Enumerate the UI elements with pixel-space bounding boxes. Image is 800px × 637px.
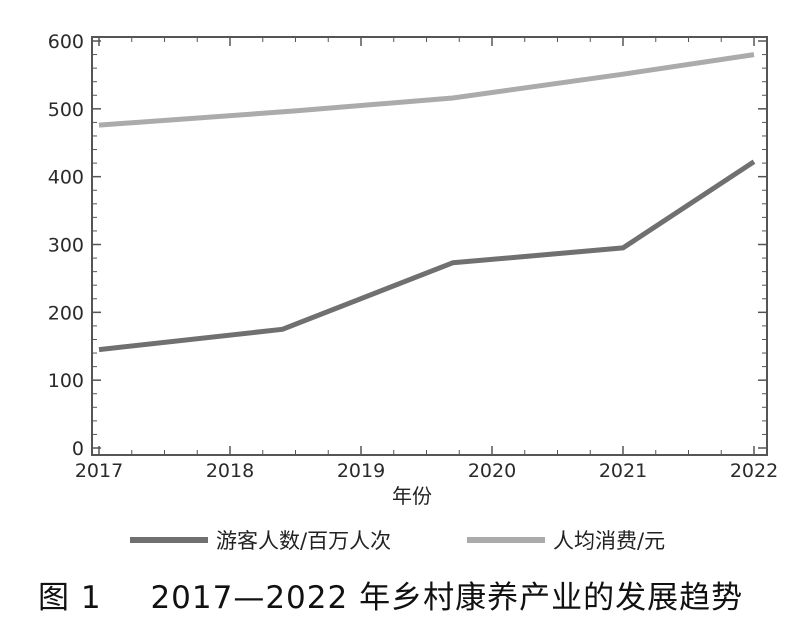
legend-label-1: 游客人数/百万人次 [216,529,391,553]
y-tick-label: 600 [48,31,84,53]
y-axis: 0 100 200 300 400 500 600 [48,31,767,460]
series-line-2 [98,52,755,128]
x-axis: 2017 2018 2019 2020 2021 2022 [75,37,778,482]
x-tick-label: 2021 [599,460,647,482]
y-tick-label: 0 [72,438,84,460]
y-tick-label: 100 [48,370,84,392]
legend: 游客人数/百万人次 人均消费/元 [130,529,665,553]
y-tick-label: 300 [48,235,84,257]
x-axis-title: 年份 [392,484,432,508]
figure-caption-text: 2017—2022 年乡村康养产业的发展趋势 [150,580,744,616]
y-tick-label: 500 [48,99,84,121]
figure-caption: 图 1 2017—2022 年乡村康养产业的发展趋势 [24,572,784,617]
x-tick-label: 2017 [75,460,123,482]
x-tick-label: 2019 [337,460,385,482]
series-layer [98,52,756,353]
legend-label-2: 人均消费/元 [553,529,665,553]
series-line-1 [98,159,756,353]
x-tick-label: 2020 [468,460,516,482]
y-tick-label: 400 [48,167,84,189]
y-tick-label: 200 [48,302,84,324]
x-tick-label: 2022 [730,460,778,482]
x-tick-label: 2018 [206,460,254,482]
figure-label: 图 1 [38,580,102,616]
plot-frame [91,36,768,456]
